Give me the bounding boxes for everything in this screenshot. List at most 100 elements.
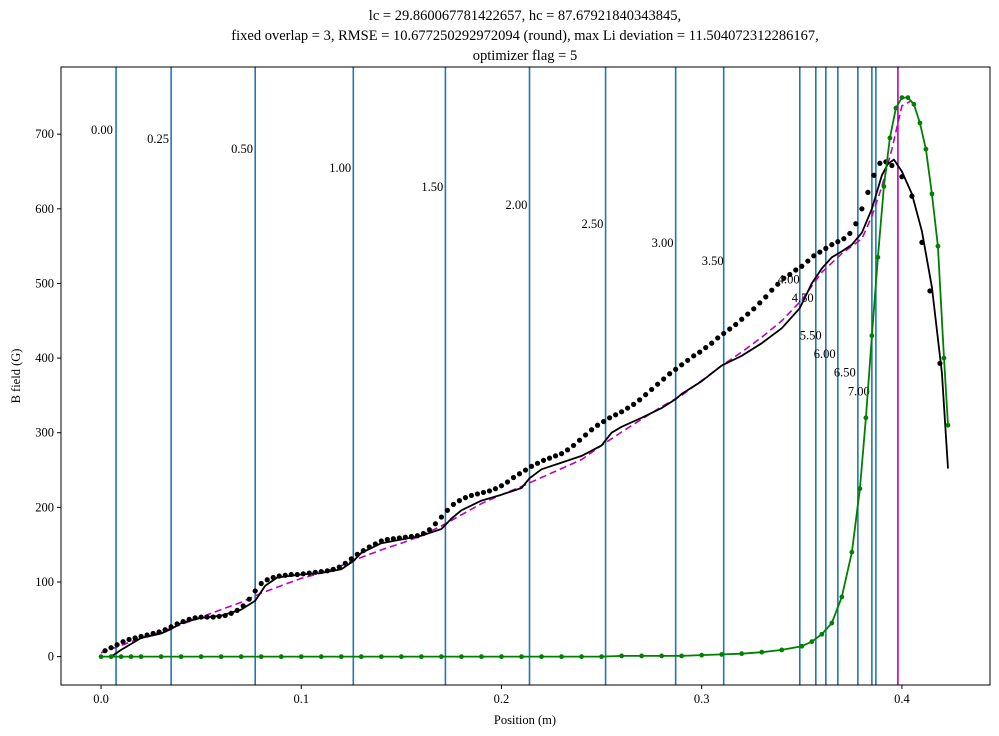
measured-point-78 [570, 442, 577, 449]
annotation-label-6: 2.50 [582, 217, 604, 231]
measured-point-39 [336, 564, 342, 570]
measured-point-67 [504, 479, 511, 485]
coil-field-point-44 [863, 415, 869, 421]
measured-point-132 [899, 174, 905, 180]
coil-field-point-19 [439, 654, 444, 660]
coil-field-point-37 [799, 643, 805, 649]
annotation-label-0: 0.00 [91, 123, 113, 137]
measured-point-94 [667, 371, 673, 377]
measured-point-70 [522, 467, 529, 473]
dashed-fit-line [100, 99, 913, 654]
annotation-label-1: 0.25 [147, 132, 169, 146]
measured-point-118 [811, 253, 817, 259]
measured-point-8 [150, 630, 156, 637]
coil-field-point-11 [278, 654, 284, 660]
measured-point-82 [594, 422, 601, 428]
coil-field-point-5 [158, 654, 164, 660]
x-tick-label-1: 0.1 [293, 692, 309, 706]
annotation-label-4: 1.50 [421, 180, 443, 194]
title-line-2: fixed overlap = 3, RMSE = 10.67725029297… [231, 28, 818, 44]
measured-point-6 [138, 633, 144, 640]
measured-point-108 [751, 306, 757, 312]
measured-point-136 [937, 360, 943, 366]
x-tick-label-2: 0.2 [494, 692, 510, 706]
measured-point-126 [859, 206, 865, 212]
measured-point-29 [276, 573, 282, 579]
measured-point-2 [114, 642, 120, 648]
measured-point-18 [210, 614, 216, 620]
measured-point-92 [655, 381, 661, 387]
measured-point-27 [264, 577, 270, 583]
measured-point-75 [552, 453, 559, 459]
coil-field-point-30 [659, 653, 665, 659]
measured-point-43 [360, 548, 366, 554]
measured-point-64 [486, 488, 493, 494]
coil-field-point-7 [198, 654, 204, 660]
measured-point-32 [294, 571, 300, 578]
measured-point-20 [222, 612, 228, 619]
measured-point-41 [348, 556, 354, 562]
measured-point-59 [456, 498, 463, 504]
measured-point-28 [270, 574, 276, 581]
measured-point-117 [805, 258, 811, 264]
y-axis-label: B field (G) [9, 349, 23, 404]
x-tick-label-0: 0.0 [93, 692, 109, 706]
measured-point-34 [306, 570, 312, 576]
measured-point-35 [312, 569, 318, 575]
measured-point-68 [510, 474, 517, 481]
measured-point-106 [739, 316, 745, 322]
coil-field-point-20 [459, 654, 464, 660]
measured-point-1 [108, 645, 114, 651]
measured-point-61 [468, 492, 475, 499]
coil-field-point-12 [298, 654, 304, 660]
measured-point-17 [204, 614, 210, 620]
coil-field-point-18 [418, 654, 424, 660]
coil-field-point-21 [479, 654, 484, 660]
coil-field-point-17 [398, 654, 404, 660]
measured-point-14 [186, 616, 192, 622]
measured-point-11 [168, 624, 174, 630]
series-2 [102, 159, 943, 654]
coil-field-point-33 [719, 651, 725, 657]
measured-point-19 [216, 613, 222, 619]
annotation-label-13: 6.50 [834, 366, 856, 380]
measured-point-24 [246, 596, 252, 602]
measured-point-23 [240, 603, 246, 609]
measured-point-65 [492, 486, 499, 492]
measured-point-83 [600, 418, 607, 425]
measured-point-46 [378, 538, 384, 544]
measured-point-112 [775, 281, 781, 287]
coil-field-point-46 [875, 254, 881, 260]
coil-field-point-8 [218, 654, 224, 660]
coil-field-point-31 [679, 653, 685, 659]
coil-field-point-0 [98, 654, 104, 660]
measured-point-57 [444, 507, 451, 513]
measured-point-36 [318, 568, 324, 575]
measured-point-111 [769, 287, 775, 293]
measured-point-110 [763, 294, 769, 300]
measured-point-44 [366, 544, 372, 550]
coil-field-point-51 [905, 95, 911, 101]
y-tick-label-4: 400 [35, 351, 54, 365]
measured-point-88 [631, 401, 637, 407]
coil-field-point-41 [839, 594, 845, 600]
coil-field-line [101, 96, 949, 658]
measured-point-81 [588, 427, 595, 433]
measured-point-45 [372, 541, 378, 547]
measured-point-119 [817, 249, 823, 255]
measured-point-89 [637, 397, 643, 403]
y-axis: 0 100 200 300 400 500 600 700 [35, 127, 61, 664]
measured-point-129 [877, 160, 883, 166]
measured-point-109 [757, 300, 763, 306]
measured-point-3 [120, 639, 126, 645]
coil-field-point-47 [881, 184, 887, 189]
coil-field-point-54 [923, 146, 929, 152]
coil-field-point-48 [887, 135, 893, 141]
coil-field-point-45 [869, 333, 875, 339]
coil-field-point-26 [579, 654, 584, 660]
measured-point-116 [799, 263, 805, 269]
measured-point-30 [282, 572, 288, 578]
measured-point-9 [156, 629, 162, 635]
coil-field-point-24 [539, 654, 544, 660]
measured-point-56 [438, 514, 445, 520]
